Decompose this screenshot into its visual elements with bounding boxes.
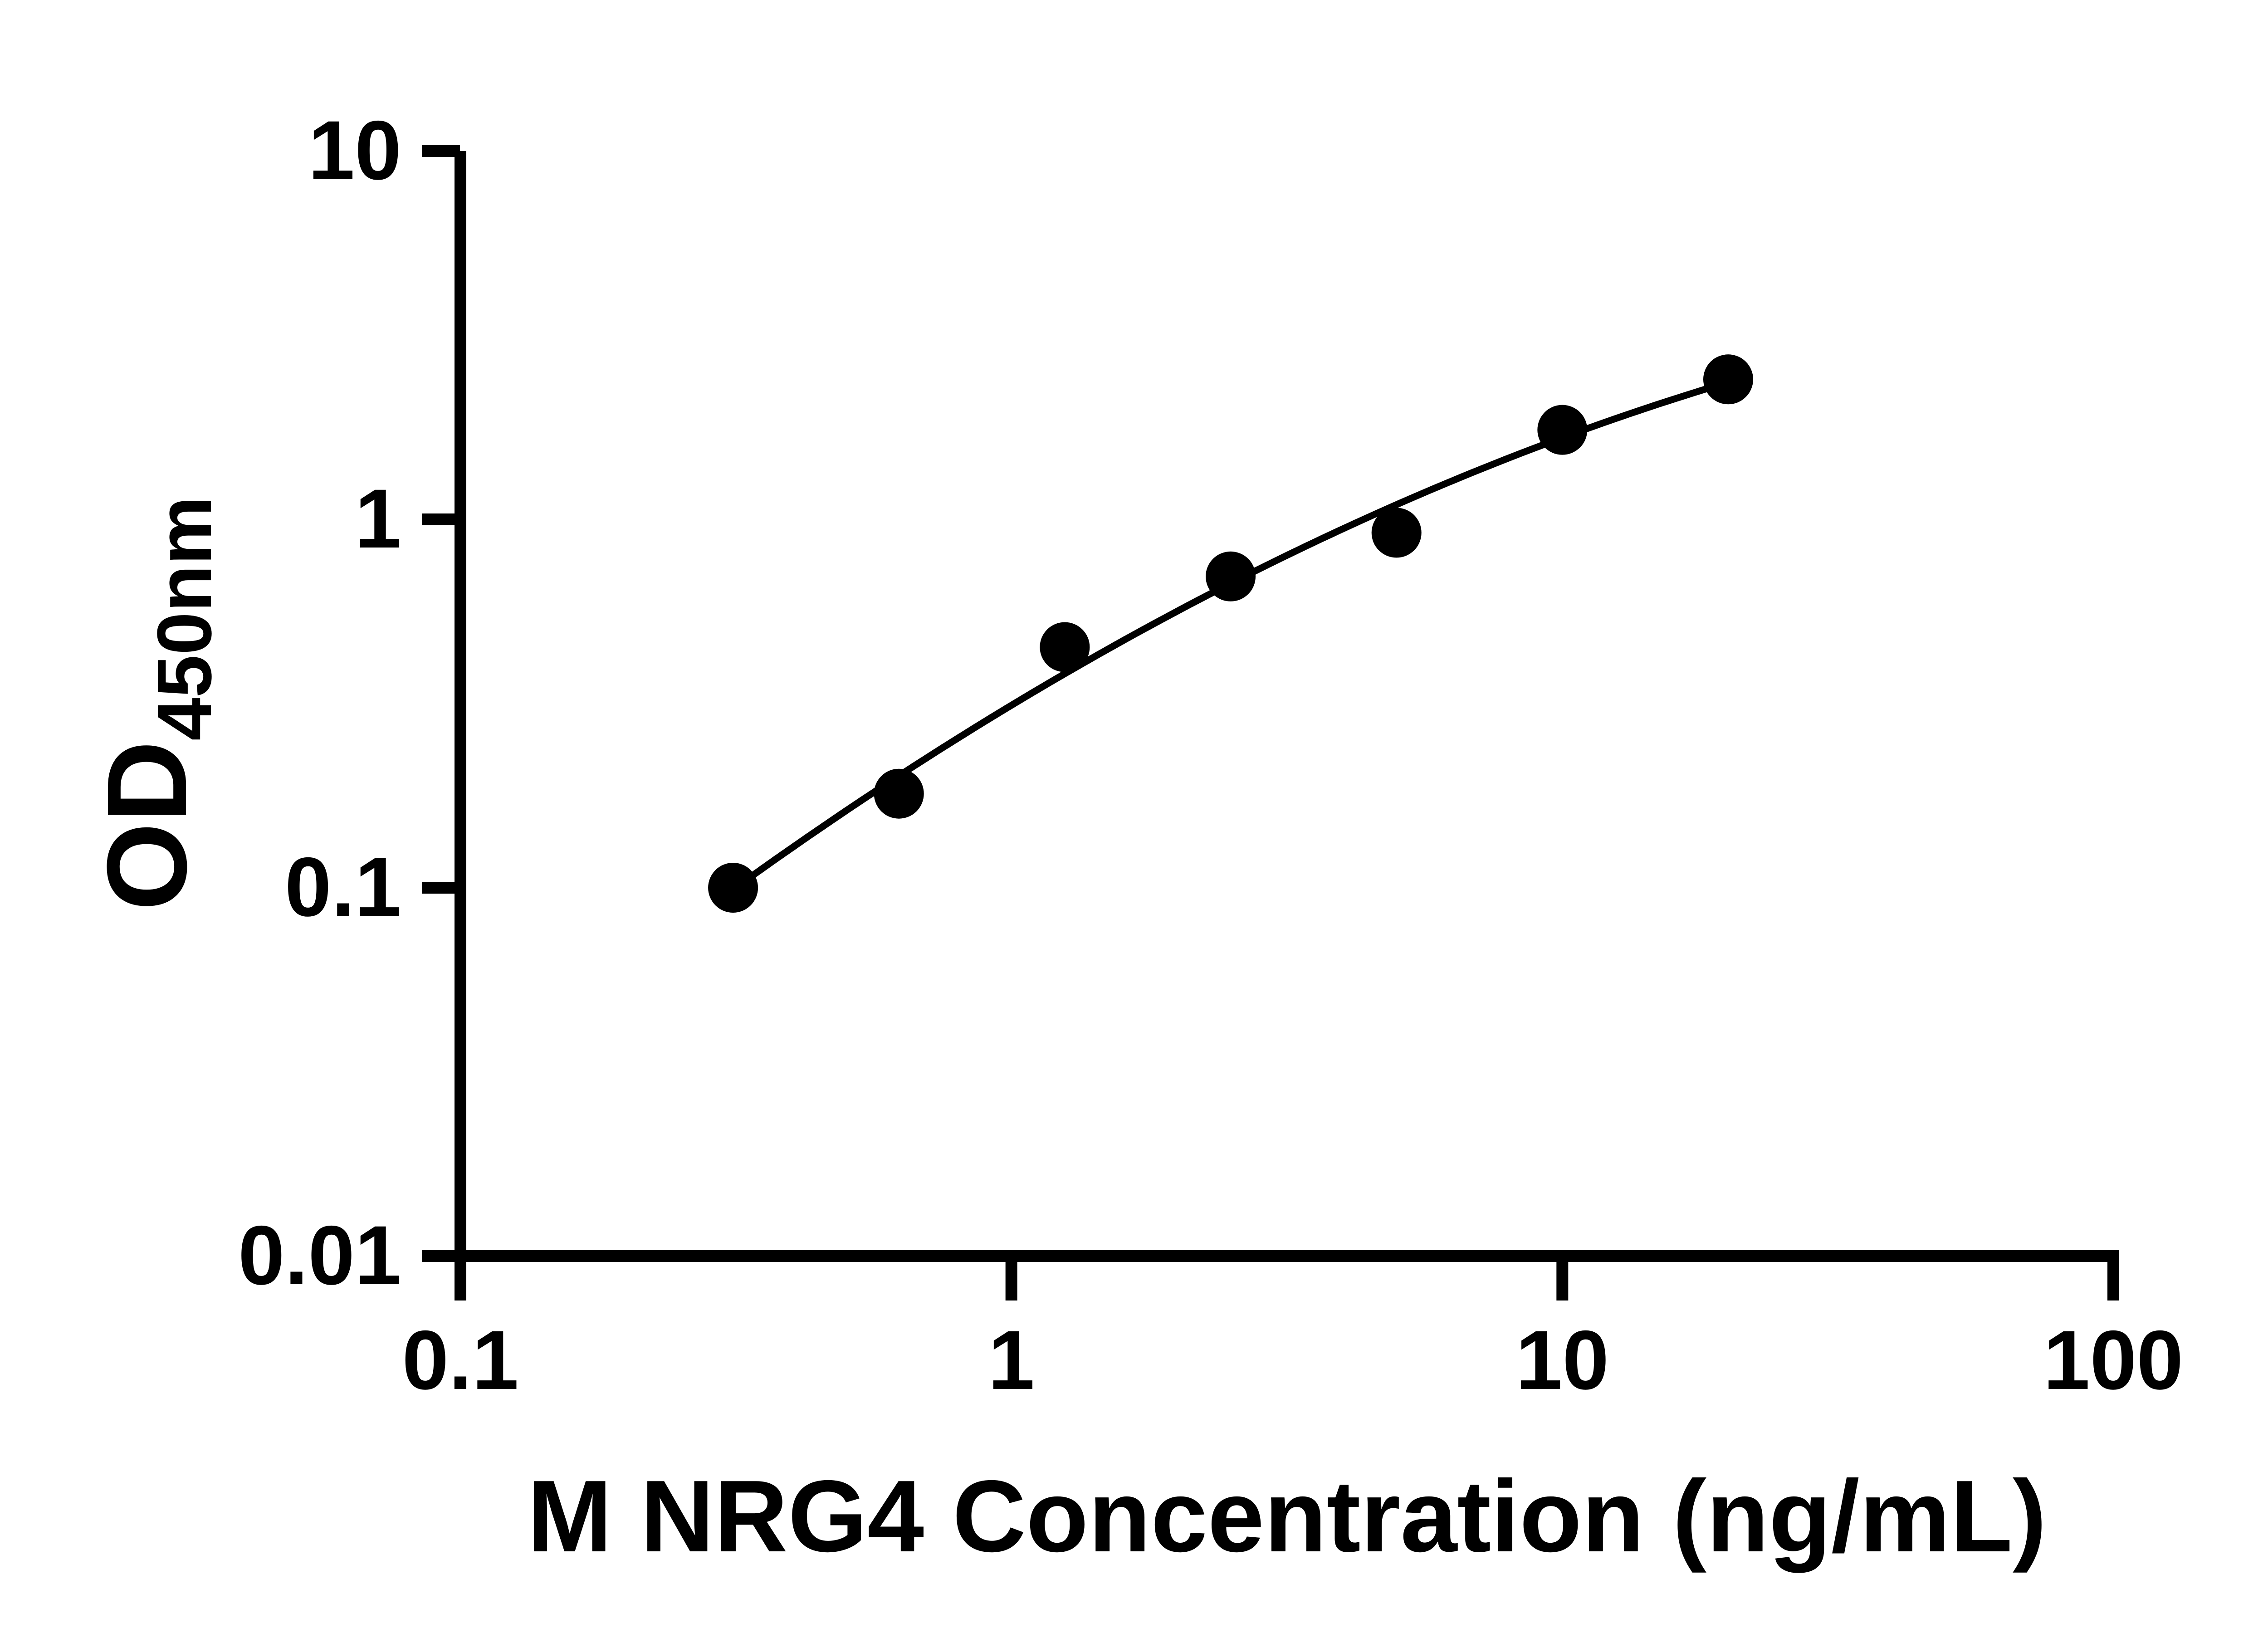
- y-axis-title: OD450nm: [83, 496, 228, 911]
- fit-curve: [731, 379, 1730, 892]
- data-point: [1537, 405, 1588, 455]
- data-point: [1371, 508, 1422, 558]
- y-tick-label: 10: [308, 104, 401, 197]
- y-tick-label: 1: [355, 472, 401, 566]
- x-axis-title: M NRG4 Concentration (ng/mL): [527, 1459, 2047, 1573]
- x-tick-label: 10: [1515, 1314, 1609, 1407]
- data-point: [1040, 622, 1090, 672]
- data-point: [874, 768, 924, 819]
- data-point: [1206, 551, 1256, 601]
- x-tick-label: 0.1: [402, 1314, 518, 1407]
- y-axis-title-sub: 450nm: [142, 496, 228, 741]
- y-tick-label: 0.1: [285, 841, 401, 934]
- x-tick-label: 1: [988, 1314, 1035, 1407]
- x-tick-label: 100: [2043, 1314, 2184, 1407]
- y-axis-title-main: OD: [83, 741, 210, 911]
- y-tick-label: 0.01: [238, 1209, 401, 1302]
- data-point: [708, 863, 758, 913]
- data-layer: [708, 354, 1753, 913]
- data-point: [1703, 354, 1753, 405]
